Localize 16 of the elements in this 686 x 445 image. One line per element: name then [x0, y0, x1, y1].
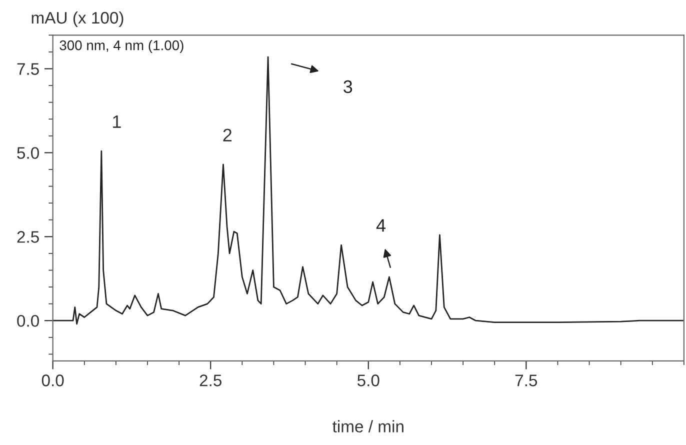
x-tick-label: 2.5 [200, 374, 222, 386]
x-tick-label: 0.0 [42, 374, 64, 386]
y-tick-label: 7.5 [17, 63, 39, 75]
x-tick-label: 5.0 [357, 374, 380, 386]
annotation: 300 nm, 4 nm (1.00) [60, 40, 184, 53]
x-axis-title: time / min [332, 420, 404, 432]
annotation: 4 [376, 219, 386, 232]
line-series [52, 56, 684, 325]
x-tick-label: 7.5 [515, 374, 538, 386]
y-axis-title: mAU (x 100) [32, 11, 124, 28]
y-tick-label: 5.0 [17, 147, 39, 159]
annotation: 3 [344, 80, 352, 94]
annotation: 2 [223, 128, 232, 142]
y-tick-label: 0.0 [17, 315, 39, 327]
annotation: 1 [113, 115, 121, 128]
y-tick-label: 2.5 [17, 231, 39, 243]
